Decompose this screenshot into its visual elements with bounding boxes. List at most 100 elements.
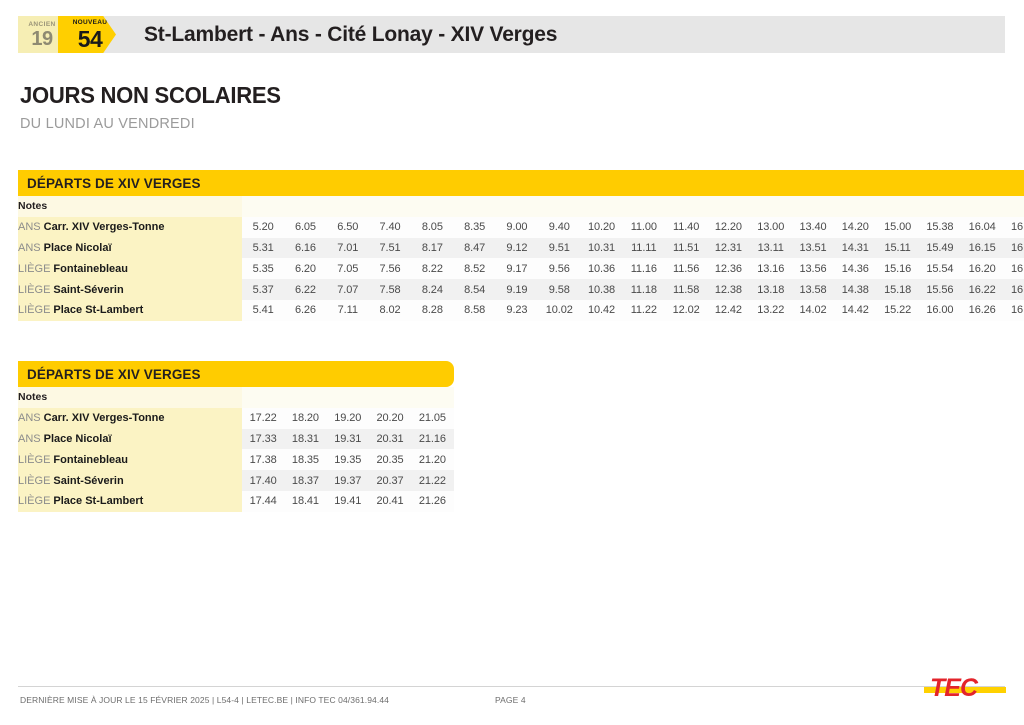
departure-time-cell: 14.42 bbox=[834, 299, 877, 321]
departure-time-cell: 10.02 bbox=[538, 299, 581, 321]
departure-time-cell: 6.05 bbox=[284, 216, 327, 238]
departure-time-cell: 5.20 bbox=[242, 216, 285, 238]
departure-time-cell: 13.51 bbox=[791, 237, 835, 259]
departure-time-cell: 17.22 bbox=[242, 407, 285, 429]
departure-time-cell: 12.31 bbox=[707, 237, 750, 259]
departure-time-cell: 11.22 bbox=[622, 299, 665, 321]
note-cell bbox=[242, 387, 285, 408]
departure-time-cell: 16.20 bbox=[961, 258, 1004, 280]
departure-time-cell: 11.51 bbox=[664, 237, 708, 259]
note-cell bbox=[284, 196, 327, 217]
footer-divider bbox=[18, 686, 1005, 687]
departure-time-cell: 7.51 bbox=[368, 237, 412, 259]
departure-time-cell: 9.00 bbox=[495, 216, 539, 238]
stop-city: LIÈGE bbox=[18, 283, 51, 296]
departure-time-cell: 18.20 bbox=[284, 407, 327, 429]
stop-name: Fontainebleau bbox=[53, 453, 128, 466]
departure-time-cell: 8.02 bbox=[368, 299, 412, 321]
departure-time-cell: 16.30 bbox=[1003, 216, 1024, 238]
timetable-header-bar: DÉPARTS DE XIV VERGES bbox=[18, 361, 454, 387]
note-cell bbox=[284, 387, 327, 408]
note-cell bbox=[749, 196, 792, 217]
stop-label-cell: LIÈGE Place St-Lambert bbox=[18, 490, 242, 512]
departure-time-cell: 18.35 bbox=[284, 449, 327, 471]
departure-time-cell: 16.46 bbox=[1003, 258, 1024, 280]
departure-time-cell: 13.16 bbox=[749, 258, 792, 280]
stop-name: Place Nicolaï bbox=[43, 241, 112, 254]
stop-name: Place Nicolaï bbox=[43, 432, 112, 445]
departure-time-cell: 15.11 bbox=[876, 237, 919, 259]
table-row: ANS Carr. XIV Verges-Tonne 5.20 6.05 6.50 7.4… bbox=[18, 216, 1024, 238]
departure-time-cell: 14.20 bbox=[834, 216, 877, 238]
departure-time-cell: 19.41 bbox=[326, 490, 369, 512]
departure-time-cell: 16.04 bbox=[961, 216, 1004, 238]
footer-page-number: PAGE 4 bbox=[495, 695, 526, 705]
note-cell bbox=[495, 196, 539, 217]
departure-time-cell: 13.56 bbox=[791, 258, 835, 280]
departure-time-cell: 15.54 bbox=[918, 258, 962, 280]
note-cell bbox=[791, 196, 835, 217]
stop-city: LIÈGE bbox=[18, 453, 51, 466]
note-cell bbox=[876, 196, 919, 217]
departure-time-cell: 11.40 bbox=[664, 216, 708, 238]
note-cell bbox=[411, 196, 454, 217]
departure-time-cell: 16.00 bbox=[918, 299, 962, 321]
departure-time-cell: 12.36 bbox=[707, 258, 750, 280]
departure-time-cell: 7.05 bbox=[326, 258, 369, 280]
departure-time-cell: 17.33 bbox=[242, 428, 285, 450]
departure-time-cell: 11.00 bbox=[622, 216, 665, 238]
stop-label-cell: ANS Place Nicolaï bbox=[18, 237, 242, 259]
departure-time-cell: 8.47 bbox=[453, 237, 496, 259]
notes-label: Notes bbox=[18, 387, 242, 408]
departure-time-cell: 20.35 bbox=[368, 449, 412, 471]
footer-info: DERNIÈRE MISE À JOUR LE 15 FÉVRIER 2025 … bbox=[20, 695, 389, 705]
departure-time-cell: 9.17 bbox=[495, 258, 539, 280]
note-cell bbox=[622, 196, 665, 217]
table-row: LIÈGE Saint-Séverin 5.37 6.22 7.07 7.58 8.24 8.… bbox=[18, 279, 1024, 300]
stop-city: ANS bbox=[18, 221, 41, 234]
departure-time-cell: 19.35 bbox=[326, 449, 369, 471]
departure-time-cell: 21.26 bbox=[411, 490, 454, 512]
line-number-badge: ANCIEN 19 NOUVEAU 54 bbox=[18, 16, 124, 53]
timetable-direction-title: DÉPARTS DE XIV VERGES bbox=[27, 366, 201, 382]
stop-label-cell: LIÈGE Saint-Séverin bbox=[18, 279, 242, 300]
service-days-subheading: DU LUNDI AU VENDREDI bbox=[20, 116, 195, 132]
note-cell bbox=[326, 196, 369, 217]
departure-time-cell: 12.20 bbox=[707, 216, 750, 238]
departure-time-cell: 5.35 bbox=[242, 258, 285, 280]
note-cell bbox=[707, 196, 750, 217]
departure-time-cell: 13.22 bbox=[749, 299, 792, 321]
table-row: LIÈGE Place St-Lambert 5.41 6.26 7.11 8.02 8.2… bbox=[18, 299, 1024, 321]
departure-time-cell: 15.56 bbox=[918, 279, 962, 300]
note-cell bbox=[453, 196, 496, 217]
stop-label-cell: LIÈGE Fontainebleau bbox=[18, 258, 242, 280]
departure-time-cell: 12.42 bbox=[707, 299, 750, 321]
timetable: Notes ANS Carr. XIV Verges-Tonne 5.20 6.05 6.… bbox=[18, 196, 1024, 321]
notes-label: Notes bbox=[18, 196, 242, 217]
departure-time-cell: 13.11 bbox=[749, 237, 792, 259]
note-cell bbox=[538, 196, 581, 217]
departure-time-cell: 15.00 bbox=[876, 216, 919, 238]
stop-name: Carr. XIV Verges-Tonne bbox=[43, 412, 165, 425]
new-line-caption: NOUVEAU bbox=[72, 19, 108, 27]
note-cell bbox=[368, 196, 412, 217]
departure-time-cell: 17.38 bbox=[242, 449, 285, 471]
departure-time-cell: 11.18 bbox=[622, 279, 665, 300]
departure-time-cell: 20.41 bbox=[368, 490, 412, 512]
table-row: ANS Carr. XIV Verges-Tonne 17.22 18.20 19.20… bbox=[18, 407, 454, 429]
departure-time-cell: 6.50 bbox=[326, 216, 369, 238]
table-row: LIÈGE Saint-Séverin 17.40 18.37 19.37 20.37 21… bbox=[18, 470, 454, 491]
departure-time-cell: 15.38 bbox=[918, 216, 962, 238]
stop-label-cell: LIÈGE Saint-Séverin bbox=[18, 470, 242, 491]
old-line-caption: ANCIEN bbox=[28, 20, 56, 28]
timetable-block-2: DÉPARTS DE XIV VERGES Notes ANS Carr. XIV V… bbox=[18, 361, 454, 512]
departure-time-cell: 16.41 bbox=[1003, 237, 1024, 259]
stop-city: ANS bbox=[18, 241, 41, 254]
note-cell bbox=[368, 387, 412, 408]
departure-time-cell: 12.02 bbox=[664, 299, 708, 321]
departure-time-cell: 16.26 bbox=[961, 299, 1004, 321]
departure-time-cell: 21.22 bbox=[411, 470, 454, 491]
departure-time-cell: 18.31 bbox=[284, 428, 327, 450]
departure-time-cell: 8.35 bbox=[453, 216, 496, 238]
note-cell bbox=[580, 196, 623, 217]
